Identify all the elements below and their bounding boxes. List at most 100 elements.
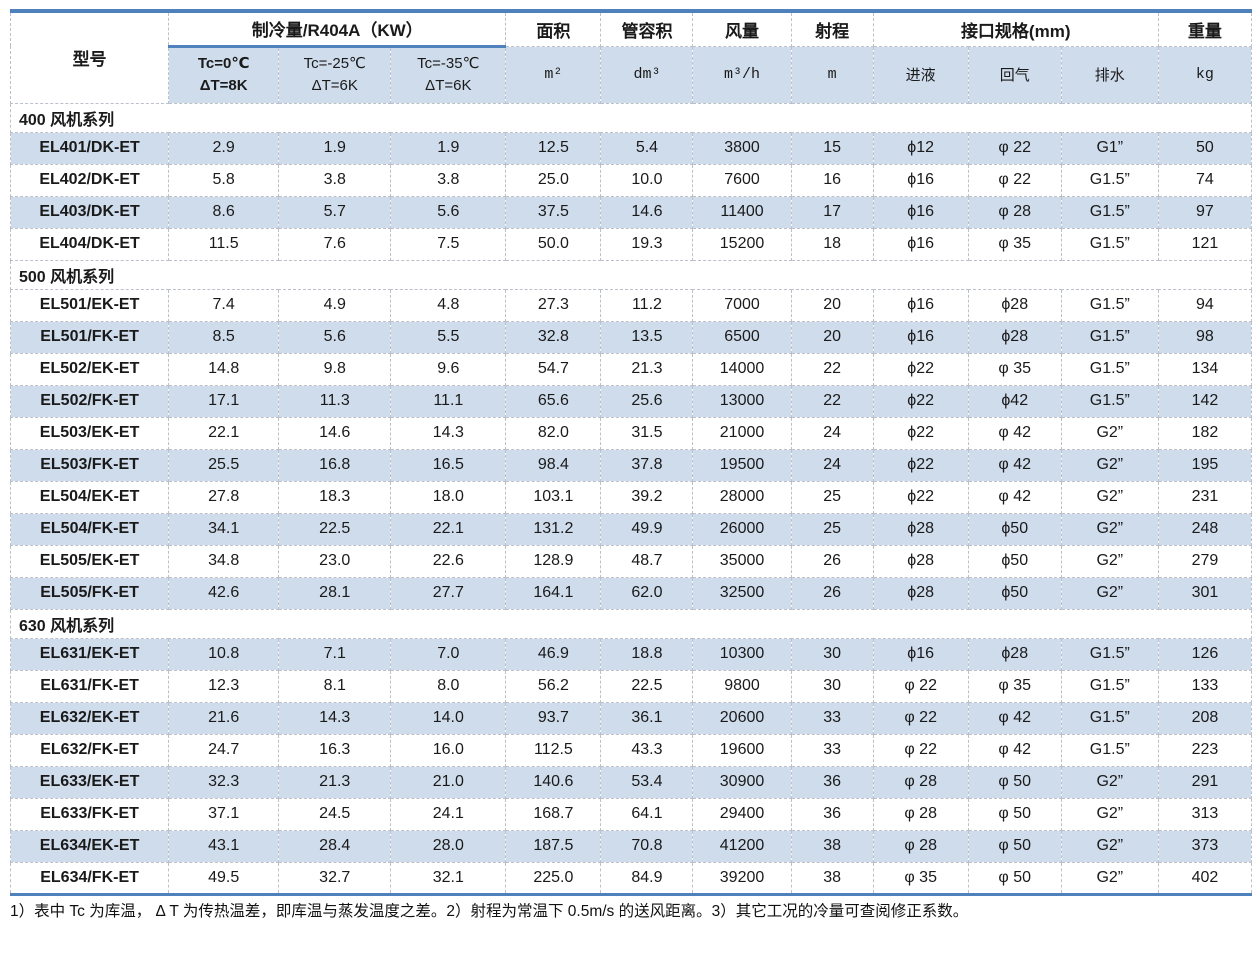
value-cell: φ 42: [967, 733, 1062, 767]
value-cell: 5.8: [168, 163, 280, 197]
value-cell: 25: [790, 480, 874, 514]
value-cell: 131.2: [505, 512, 602, 546]
value-cell: 223: [1157, 733, 1253, 767]
value-cell: 20: [790, 320, 874, 354]
unit-air-flow: m³/h: [692, 45, 792, 104]
value-cell: 248: [1157, 512, 1253, 546]
value-cell: G1.5”: [1060, 195, 1159, 229]
tc-condition-line1: Tc=-25℃: [303, 55, 366, 73]
value-cell: 8.1: [278, 669, 392, 703]
value-cell: φ 22: [967, 131, 1062, 165]
value-cell: ϕ22: [872, 448, 969, 482]
series-title: 630 风机系列: [10, 608, 1252, 639]
table-row: EL501/FK-ET 8.5 5.6 5.5 32.8 13.5 6500 20 ϕ16 ϕ28…: [9, 320, 1253, 354]
value-cell: 121: [1157, 227, 1253, 261]
value-cell: 50.0: [505, 227, 602, 261]
value-cell: φ 50: [967, 797, 1062, 831]
value-cell: 37.1: [168, 797, 280, 831]
value-cell: 46.9: [505, 637, 602, 671]
value-cell: 27.8: [168, 480, 280, 514]
value-cell: ϕ22: [872, 480, 969, 514]
value-cell: 14.8: [168, 352, 280, 386]
value-cell: 16.8: [278, 448, 392, 482]
value-cell: φ 22: [872, 733, 969, 767]
value-cell: 26: [790, 544, 874, 578]
value-cell: 36.1: [600, 701, 694, 735]
value-cell: 94: [1157, 288, 1253, 322]
model-cell: EL503/FK-ET: [9, 448, 170, 482]
value-cell: G2”: [1060, 448, 1159, 482]
table-row: EL404/DK-ET 11.5 7.6 7.5 50.0 19.3 15200 18 ϕ16 φ…: [9, 227, 1253, 261]
value-cell: 4.8: [390, 288, 507, 322]
value-cell: φ 35: [967, 352, 1062, 386]
value-cell: 5.5: [390, 320, 507, 354]
value-cell: 27.3: [505, 288, 602, 322]
value-cell: 18.8: [600, 637, 694, 671]
value-cell: 7.0: [390, 637, 507, 671]
value-cell: 19600: [692, 733, 792, 767]
value-cell: 22.6: [390, 544, 507, 578]
model-cell: EL631/EK-ET: [9, 637, 170, 671]
value-cell: 21.3: [278, 765, 392, 799]
value-cell: 7.4: [168, 288, 280, 322]
value-cell: 22: [790, 352, 874, 386]
value-cell: 11400: [692, 195, 792, 229]
series-title: 400 风机系列: [10, 102, 1252, 133]
value-cell: 231: [1157, 480, 1253, 514]
model-cell: EL502/FK-ET: [9, 384, 170, 418]
value-cell: 34.1: [168, 512, 280, 546]
value-cell: 10.0: [600, 163, 694, 197]
value-cell: G1”: [1060, 131, 1159, 165]
value-cell: 6500: [692, 320, 792, 354]
value-cell: 225.0: [505, 861, 602, 895]
value-cell: 140.6: [505, 765, 602, 799]
value-cell: 65.6: [505, 384, 602, 418]
col-header-throw: 射程: [790, 11, 874, 47]
value-cell: 21.3: [600, 352, 694, 386]
value-cell: ϕ28: [872, 544, 969, 578]
value-cell: 24.5: [278, 797, 392, 831]
model-cell: EL505/FK-ET: [9, 576, 170, 610]
value-cell: G1.5”: [1060, 733, 1159, 767]
value-cell: 14.3: [278, 701, 392, 735]
value-cell: G1.5”: [1060, 352, 1159, 386]
value-cell: 27.7: [390, 576, 507, 610]
value-cell: 14000: [692, 352, 792, 386]
value-cell: φ 35: [967, 227, 1062, 261]
model-cell: EL404/DK-ET: [9, 227, 170, 261]
value-cell: 1.9: [278, 131, 392, 165]
table-row: EL633/EK-ET 32.3 21.3 21.0 140.6 53.4 30900 36 φ…: [9, 765, 1253, 799]
unit-weight: kg: [1157, 45, 1253, 104]
value-cell: 103.1: [505, 480, 602, 514]
value-cell: φ 42: [967, 480, 1062, 514]
value-cell: 53.4: [600, 765, 694, 799]
value-cell: ϕ16: [872, 637, 969, 671]
value-cell: φ 22: [872, 701, 969, 735]
value-cell: 208: [1157, 701, 1253, 735]
model-cell: EL634/EK-ET: [9, 829, 170, 863]
value-cell: 19.3: [600, 227, 694, 261]
value-cell: φ 22: [872, 669, 969, 703]
value-cell: 112.5: [505, 733, 602, 767]
table-row: EL505/EK-ET 34.8 23.0 22.6 128.9 48.7 35000 26 ϕ…: [9, 544, 1253, 578]
tc-condition-line1: Tc=-35℃: [417, 55, 480, 73]
col-header-connections: 接口规格(mm): [872, 11, 1159, 47]
value-cell: 16.3: [278, 733, 392, 767]
value-cell: 33: [790, 733, 874, 767]
value-cell: φ 35: [967, 669, 1062, 703]
table-body: 400 风机系列 EL401/DK-ET 2.9 1.9 1.9 12.5 5.4 3800 1…: [9, 102, 1253, 895]
value-cell: 50: [1157, 131, 1253, 165]
series-header-row: 400 风机系列: [10, 102, 1252, 133]
footnotes: 1）表中 Tc 为库温， Δ T 为传热温差，即库温与蒸发温度之差。2）射程为常…: [10, 902, 969, 920]
col-header-model: 型号: [9, 11, 170, 104]
tc-delta-line2: ΔT=6K: [311, 77, 358, 94]
value-cell: 97: [1157, 195, 1253, 229]
value-cell: G2”: [1060, 576, 1159, 610]
value-cell: 43.1: [168, 829, 280, 863]
value-cell: 26: [790, 576, 874, 610]
value-cell: 301: [1157, 576, 1253, 610]
value-cell: 16.0: [390, 733, 507, 767]
value-cell: 164.1: [505, 576, 602, 610]
value-cell: 38: [790, 861, 874, 895]
value-cell: 24.7: [168, 733, 280, 767]
